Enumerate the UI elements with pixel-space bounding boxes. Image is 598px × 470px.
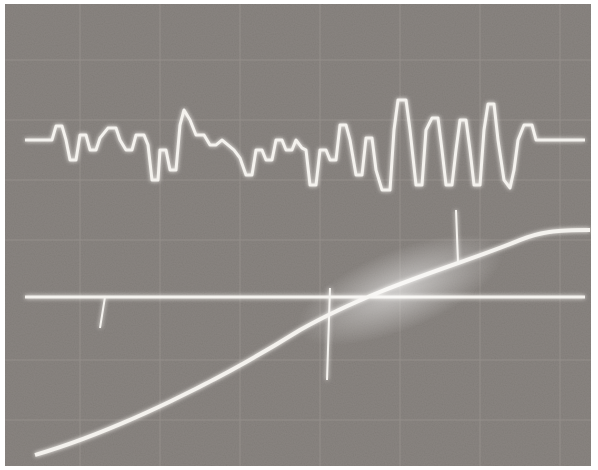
digital-trace bbox=[25, 98, 585, 192]
trace-bloom bbox=[296, 234, 504, 346]
screen bbox=[5, 4, 591, 466]
spike bbox=[99, 296, 106, 329]
graticule bbox=[5, 4, 591, 466]
